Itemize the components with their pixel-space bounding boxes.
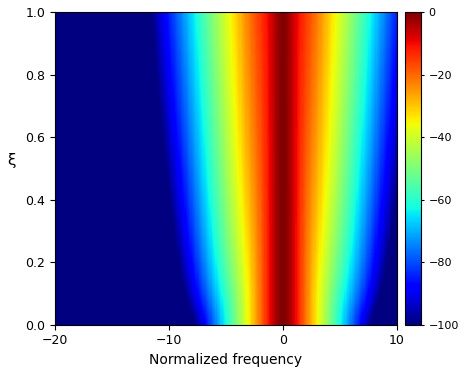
X-axis label: Normalized frequency: Normalized frequency [149,353,302,367]
Y-axis label: ξ: ξ [7,153,16,168]
